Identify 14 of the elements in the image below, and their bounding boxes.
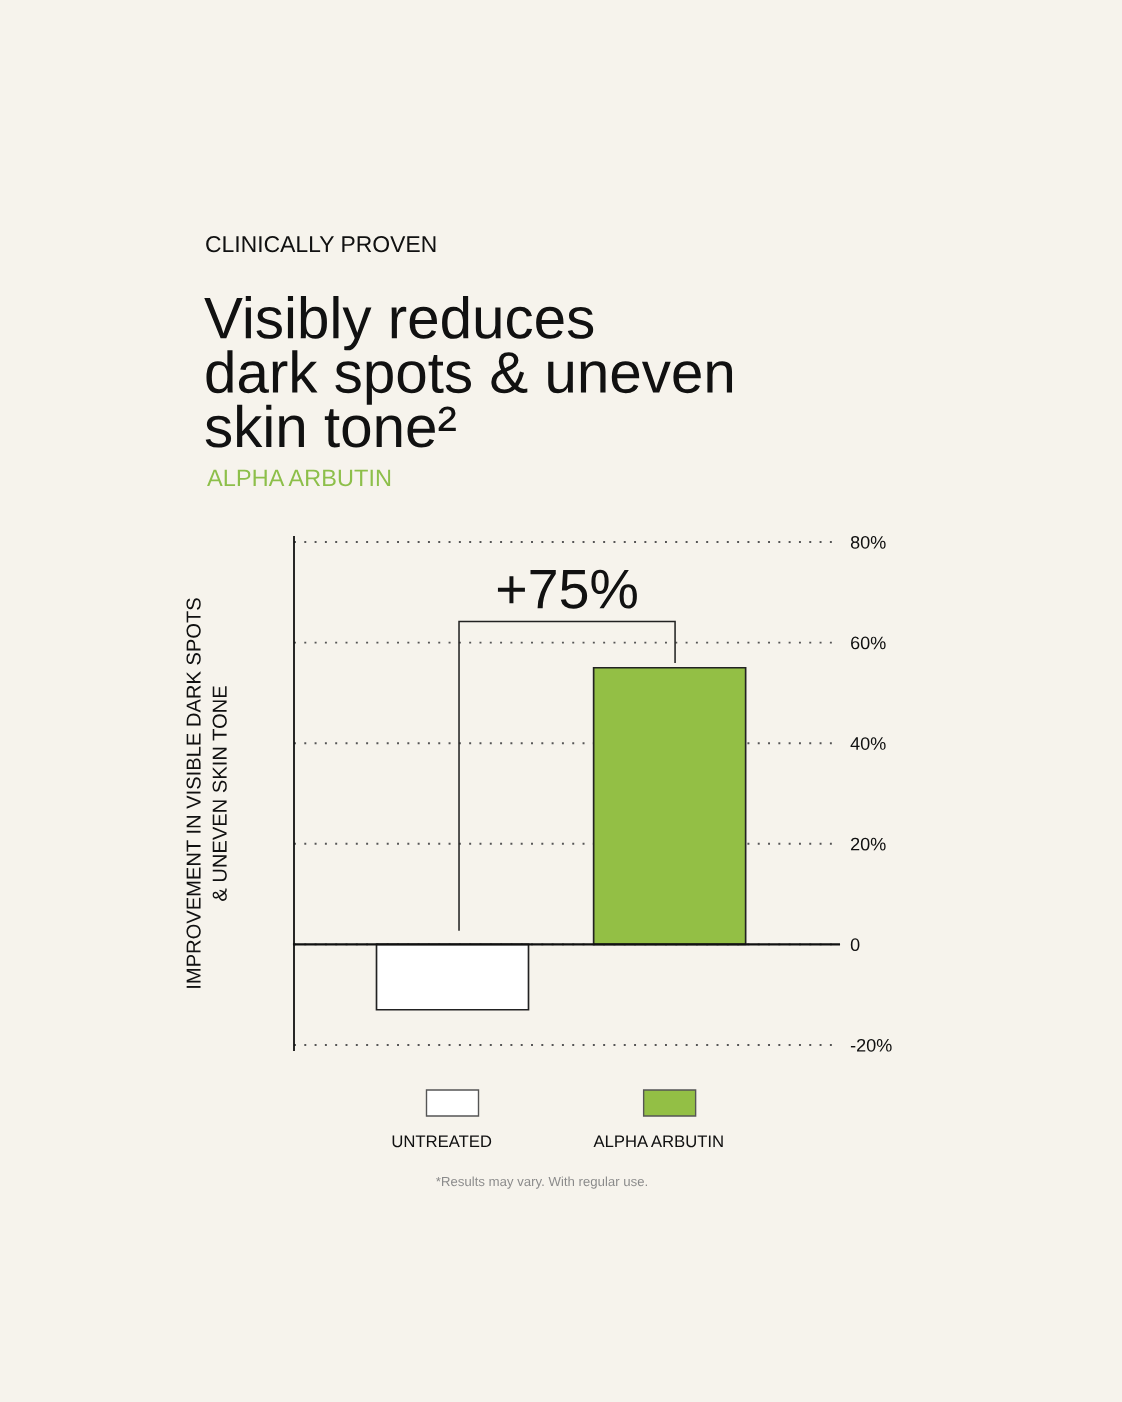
legend-label: UNTREATED <box>392 1135 492 1148</box>
text: CLINICALLY PROVEN <box>206 236 436 253</box>
y-tick-label: 80% <box>850 535 886 549</box>
y-tick-label: 20% <box>851 837 886 851</box>
y-tick-label: 0 <box>850 938 860 952</box>
y-axis-title: IMPROVEMENT IN VISIBLE DARK SPOTS & UNEVEN SKIN TONE <box>186 598 227 988</box>
legend-label: ALPHA ARBUTIN <box>593 1135 723 1148</box>
annotation: +75% <box>497 569 637 609</box>
y-tick-label: 60% <box>851 636 886 650</box>
y-tick-label: -20% <box>850 1038 892 1052</box>
chart-title: Visibly reduces dark spots & uneven skin tone² <box>204 295 733 448</box>
text: *Results may vary. With regular use. <box>436 1176 647 1189</box>
y-tick-label: 40% <box>850 737 886 750</box>
chart-subtitle: ALPHA ARBUTIN <box>207 469 391 487</box>
